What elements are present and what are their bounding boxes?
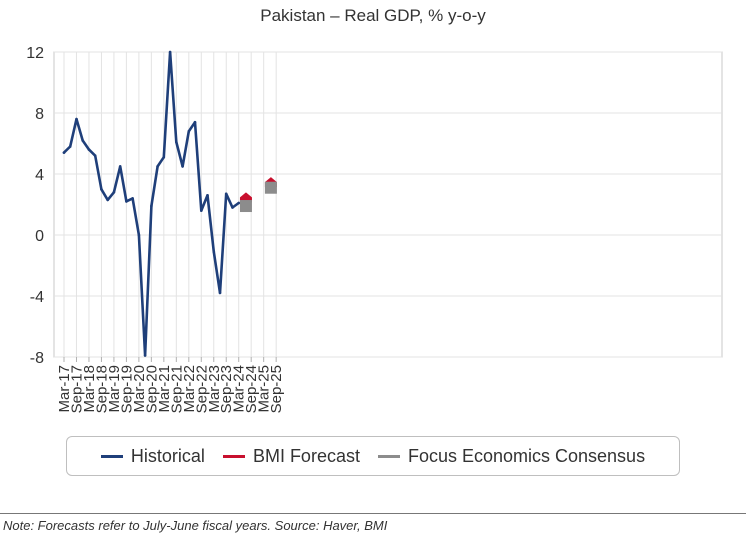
historical-point	[118, 165, 122, 168]
historical-point	[68, 145, 72, 148]
historical-point	[125, 200, 128, 203]
y-tick-label: 0	[35, 228, 44, 245]
historical-point	[231, 206, 234, 209]
chart-title: Pakistan – Real GDP, % y-o-y	[260, 6, 486, 25]
x-tick-label: Sep-18	[93, 365, 110, 413]
x-tick-label: Mar-18	[81, 365, 98, 413]
grid-layer	[53, 51, 723, 358]
consensus-point	[264, 181, 277, 194]
x-tick-label: Mar-21	[156, 365, 173, 413]
historical-point	[206, 194, 209, 197]
legend-label-historical: Historical	[130, 445, 205, 466]
historical-point	[193, 120, 197, 124]
x-tick-label: Mar-17	[56, 365, 73, 413]
x-tick-label: Sep-17	[68, 365, 85, 413]
legend-label-bmi-forecast: BMI Forecast	[252, 445, 360, 466]
historical-point	[168, 50, 172, 54]
historical-point	[156, 165, 159, 168]
historical-point	[100, 188, 103, 191]
historical-point	[162, 155, 166, 159]
historical-point	[137, 233, 141, 237]
historical-point	[187, 130, 191, 133]
x-tick-label: Sep-23	[218, 365, 235, 413]
historical-point	[175, 140, 178, 144]
axis-layer: -8-404812Mar-17Sep-17Mar-18Sep-18Mar-19S…	[26, 45, 285, 413]
historical-point	[106, 198, 109, 202]
x-tick-label: Mar-25	[256, 365, 273, 413]
x-tick-label: Mar-20	[131, 365, 148, 413]
x-tick-label: Sep-24	[243, 365, 260, 413]
historical-point	[81, 139, 84, 142]
historical-point	[131, 197, 134, 200]
y-tick-label: 8	[35, 106, 44, 123]
historical-point	[200, 209, 203, 212]
historical-point	[224, 192, 228, 196]
y-tick-label: 12	[26, 45, 44, 62]
historical-point	[87, 148, 91, 151]
historical-point	[218, 291, 222, 295]
historical-point	[62, 151, 66, 154]
legend-item-focus-consensus: Focus Economics Consensus	[377, 445, 646, 467]
historical-point	[150, 204, 153, 208]
historical-point	[143, 354, 147, 357]
x-tick-label: Sep-21	[168, 365, 185, 413]
footnote-divider	[0, 513, 746, 514]
y-tick-label: 4	[35, 167, 44, 184]
bmi-forecast-point	[239, 192, 252, 203]
historical-point	[237, 201, 240, 205]
legend-item-bmi-forecast: BMI Forecast	[222, 445, 360, 467]
legend: Historical BMI Forecast Focus Economics …	[66, 436, 680, 476]
historical-point	[75, 117, 78, 121]
series-layer	[62, 50, 277, 357]
legend-item-historical: Historical	[100, 445, 205, 467]
footnote: Note: Forecasts refer to July-June fisca…	[3, 518, 388, 533]
y-tick-label: -4	[30, 289, 44, 306]
historical-point	[181, 165, 184, 168]
legend-label-focus-consensus: Focus Economics Consensus	[407, 445, 646, 466]
x-tick-label: Sep-20	[143, 365, 160, 413]
consensus-point	[239, 200, 252, 213]
legend-swatch-bmi-forecast	[222, 454, 245, 458]
y-tick-label: -8	[30, 350, 44, 367]
historical-point	[212, 250, 216, 254]
x-tick-label: Mar-24	[231, 365, 248, 413]
x-tick-label: Sep-25	[268, 365, 285, 413]
historical-point	[93, 154, 97, 157]
plot-frame	[53, 51, 723, 358]
historical-point	[112, 191, 116, 194]
x-tick-label: Mar-22	[181, 365, 198, 413]
legend-swatch-focus-consensus	[377, 454, 400, 458]
x-tick-label: Sep-19	[118, 365, 135, 413]
x-tick-label: Sep-22	[193, 365, 210, 413]
x-tick-label: Mar-19	[106, 365, 123, 413]
x-tick-label: Mar-23	[206, 365, 223, 413]
legend-swatch-historical	[100, 454, 123, 458]
